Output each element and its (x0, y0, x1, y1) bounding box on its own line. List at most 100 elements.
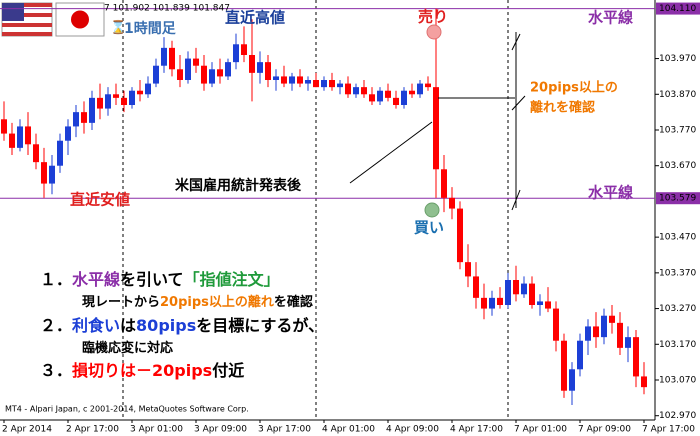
candle-body (409, 90, 415, 95)
candle-body (361, 87, 367, 95)
candle-body (625, 337, 631, 348)
recent-high-label: 直近高値 (225, 9, 285, 27)
candle-body (497, 297, 503, 305)
hline-price-label: 104.110 (659, 4, 696, 14)
candle-body (65, 126, 71, 141)
gap-tick (511, 189, 521, 211)
candle-body (153, 65, 159, 84)
candle-body (553, 308, 559, 341)
footer: MT4 - Alpari Japan, c 2001-2014, MetaQuo… (5, 405, 249, 414)
price-header: 7 101.902 101.839 101.847 (104, 4, 230, 14)
candle-body (433, 87, 439, 170)
candle-body (25, 126, 31, 145)
y-tick-label: 103.670 (659, 161, 696, 171)
candle-body (121, 97, 127, 105)
candle-body (521, 283, 527, 295)
candle-body (489, 297, 495, 309)
candle-body (329, 80, 335, 88)
gap-tick (511, 33, 521, 51)
us-flag-canton (2, 3, 24, 21)
hline-price-box (656, 192, 700, 205)
candle-body (609, 315, 615, 323)
candle-body (17, 126, 23, 148)
note-segment: を目標にするが、 (196, 316, 324, 335)
candle-body (97, 97, 103, 109)
candle-body (73, 112, 79, 127)
x-tick-label: 4 Apr 17:00 (450, 425, 503, 435)
buy-marker (424, 202, 440, 218)
note-line: ２．利食いは80pipsを目標にするが、 (40, 316, 324, 335)
candle-body (441, 169, 447, 198)
candle-body (513, 280, 519, 295)
candle-body (457, 208, 463, 263)
candle-body (545, 301, 551, 309)
x-tick-label: 4 Apr 01:00 (322, 425, 375, 435)
recent-low-label: 直近安値 (70, 191, 130, 209)
candle-body (617, 322, 623, 348)
hourglass: ⌛ (110, 20, 126, 36)
hline-top-label: 水平線 (588, 9, 633, 27)
candle-body (385, 90, 391, 98)
news-label: 米国雇用統計発表後 (175, 177, 302, 194)
note-line: 臨機応変に対応 (82, 340, 173, 356)
y-tick-label: 103.270 (659, 304, 696, 314)
y-tick-label: 103.070 (659, 376, 696, 386)
note-line: 現レートから20pips以上の離れを確認 (82, 294, 313, 310)
buy-label: 買い (414, 219, 444, 237)
candle-body (641, 376, 647, 388)
note-segment: は (120, 316, 136, 335)
candle-body (273, 76, 279, 80)
candle-body (81, 112, 87, 123)
candle-body (569, 369, 575, 391)
note-segment: 利食い (72, 316, 120, 335)
candle-body (233, 44, 239, 63)
candle-body (249, 55, 255, 73)
candle-body (161, 47, 167, 66)
note-segment: ３． (40, 361, 72, 380)
candle-body (193, 58, 199, 66)
candle-body (177, 69, 183, 80)
note-line: １．水平線を引いて「指値注文」 (40, 270, 280, 289)
candle-body (9, 133, 15, 148)
x-tick-label: 3 Apr 09:00 (194, 425, 247, 435)
candle-body (353, 87, 359, 95)
candle-body (337, 83, 343, 88)
candle-body (481, 297, 487, 309)
note-line: ３．損切りは－20pips付近 (40, 361, 244, 380)
note-segment: 付近 (212, 361, 244, 380)
candle-body (585, 326, 591, 341)
candle-body (393, 97, 399, 105)
note-segment: ２． (40, 316, 72, 335)
candle-body (321, 80, 327, 88)
candle-body (33, 144, 39, 163)
hline-price-box (656, 2, 700, 15)
hline-bottom-label: 水平線 (588, 184, 633, 202)
note-segment: 「指値注文」 (184, 270, 280, 289)
candle-body (89, 97, 95, 123)
sell-marker (426, 24, 442, 40)
candle-body (313, 80, 319, 88)
candle-body (201, 65, 207, 84)
candle-body (529, 283, 535, 305)
note-segment: 損切りは－20pips (72, 361, 212, 380)
candle-body (1, 119, 7, 134)
hline-price-label: 103.579 (659, 194, 696, 204)
note-segment: 水平線 (72, 270, 120, 289)
y-tick-label: 103.770 (659, 126, 696, 136)
candle-body (537, 301, 543, 305)
candle-body (417, 83, 423, 95)
candle-body (257, 62, 263, 73)
x-tick-label: 7 Apr 09:00 (578, 425, 631, 435)
y-tick-label: 103.870 (659, 90, 696, 100)
candle-body (633, 337, 639, 377)
x-tick-label: 2 Apr 17:00 (66, 425, 119, 435)
y-tick-label: 103.470 (659, 233, 696, 243)
candle-body (41, 162, 47, 184)
x-tick-label: 7 Apr 01:00 (514, 425, 567, 435)
note-segment: 20pips以上の離れ (160, 294, 274, 310)
x-tick-label: 2 Apr 2014 (2, 425, 52, 435)
us-flag-stripe (2, 23, 52, 27)
candle-body (217, 69, 223, 77)
x-tick-label: 3 Apr 01:00 (130, 425, 183, 435)
